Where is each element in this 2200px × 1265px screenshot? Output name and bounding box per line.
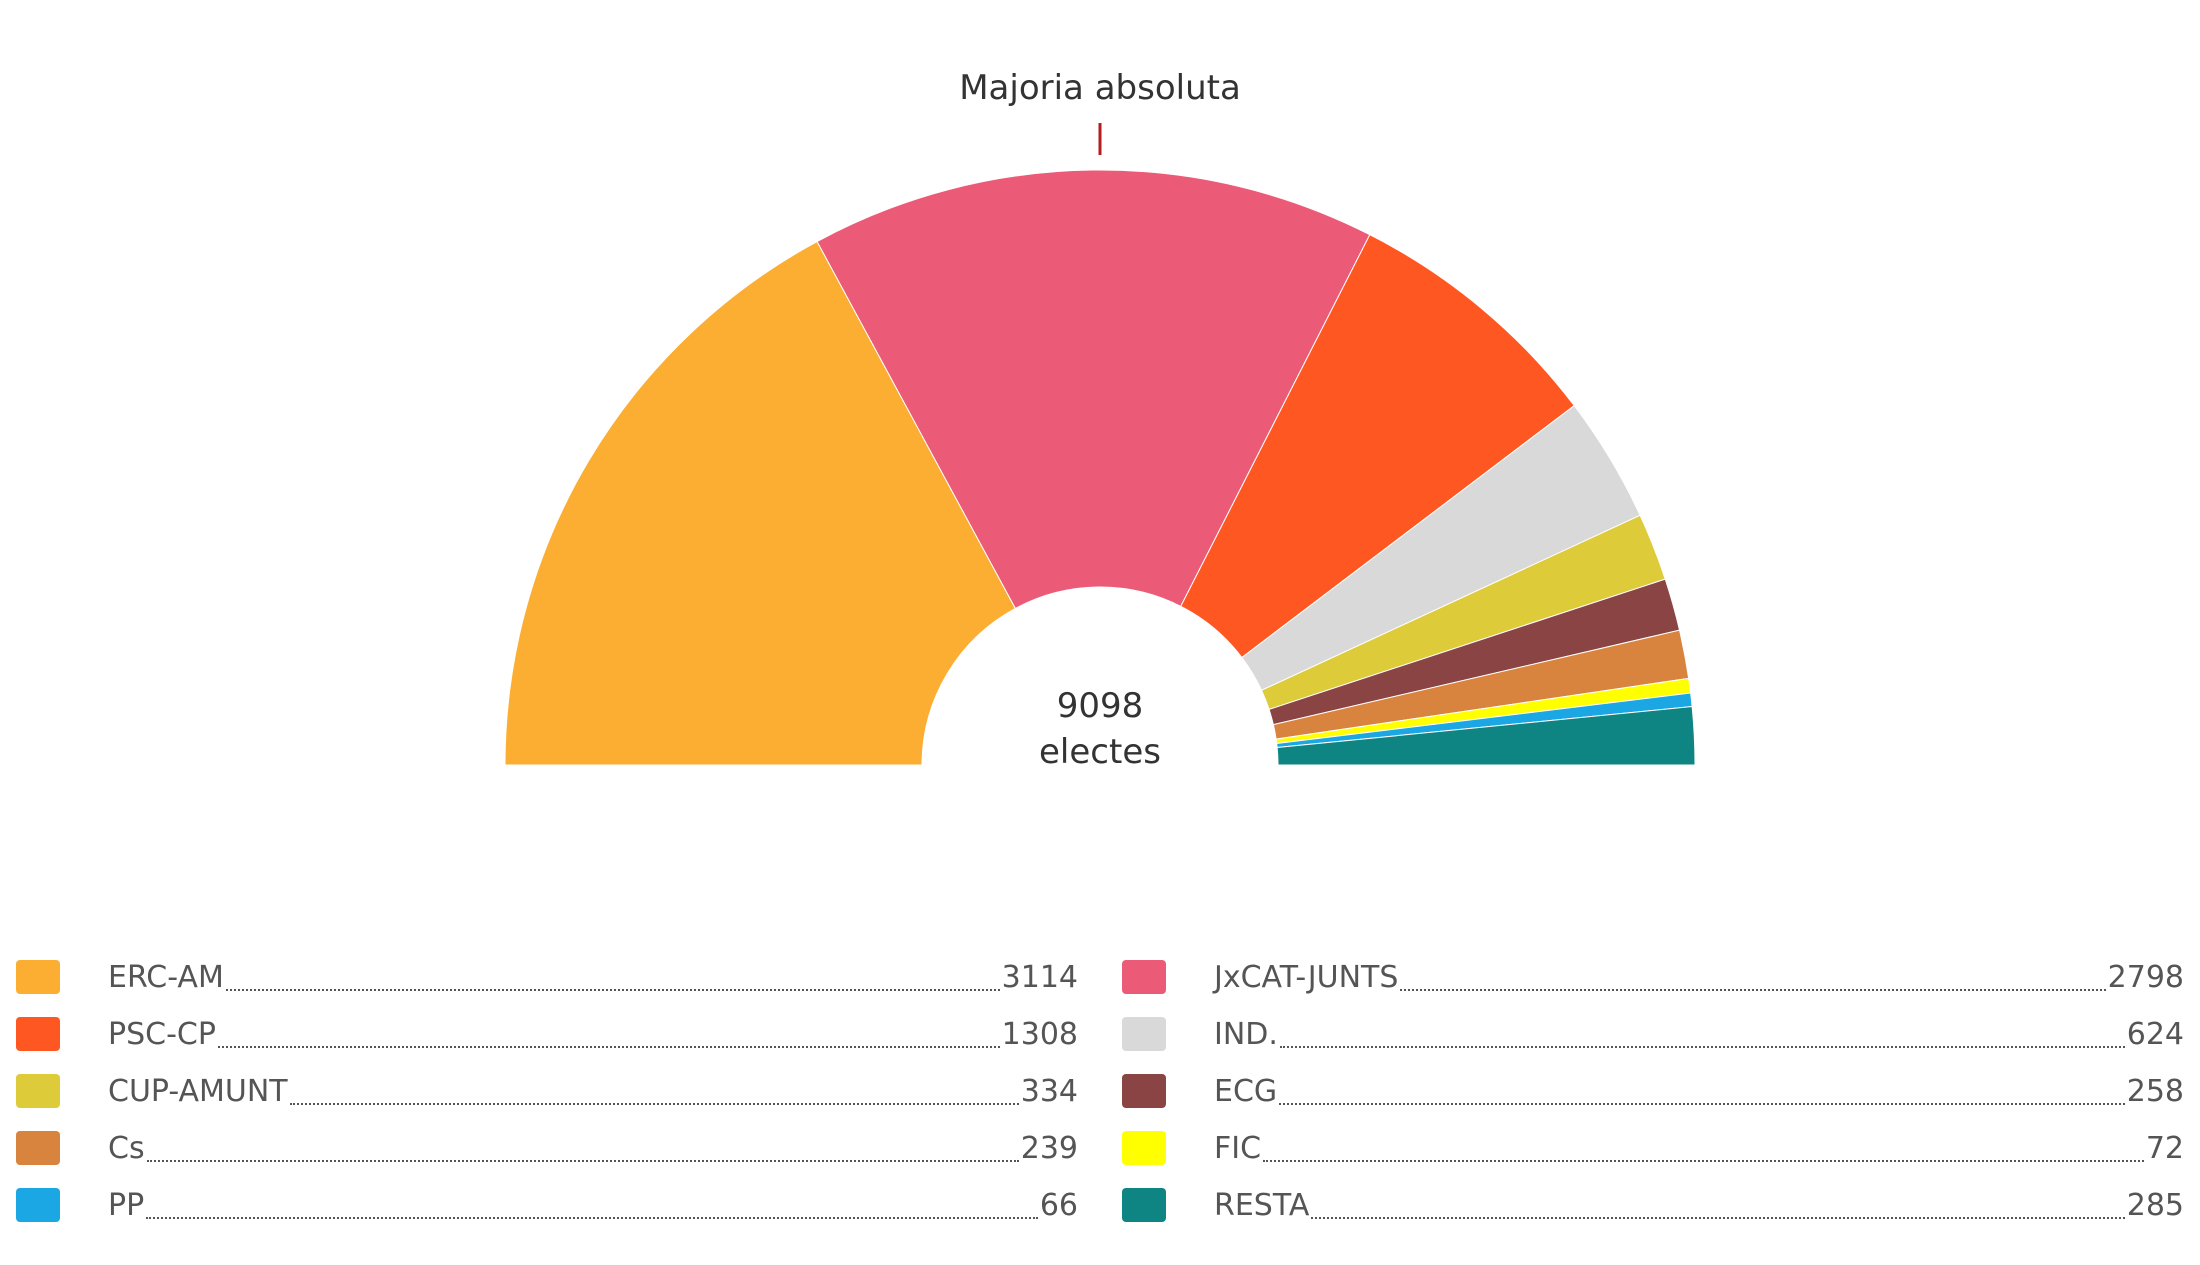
- legend-leader-dots: [146, 1160, 1019, 1162]
- legend-label: IND.: [1214, 1016, 1278, 1052]
- legend-item-ind: IND. 624: [1122, 1012, 2184, 1056]
- legend-swatch: [16, 960, 60, 994]
- legend-swatch: [16, 1188, 60, 1222]
- legend-item-fic: FIC 72: [1122, 1126, 2184, 1170]
- legend-swatch: [1122, 960, 1166, 994]
- semicircle-chart: Majoria absoluta 9098 electes: [504, 68, 1696, 772]
- legend-swatch: [1122, 1131, 1166, 1165]
- legend-item-jxcat-junts: JxCAT-JUNTS 2798: [1122, 955, 2184, 999]
- legend-label: FIC: [1214, 1130, 1262, 1166]
- center-total-label: electes: [1039, 732, 1161, 772]
- legend-item-ecg: ECG 258: [1122, 1069, 2184, 1113]
- legend-value: 258: [2126, 1073, 2184, 1109]
- legend-leader-dots: [1279, 1046, 2125, 1048]
- legend-item-resta: RESTA 285: [1122, 1183, 2184, 1227]
- legend-leader-dots: [217, 1046, 1000, 1048]
- legend-label: ECG: [1214, 1073, 1278, 1109]
- legend-leader-dots: [1263, 1160, 2144, 1162]
- legend-swatch: [16, 1017, 60, 1051]
- legend-label: ERC-AM: [108, 959, 224, 995]
- legend-label: CUP-AMUNT: [108, 1073, 288, 1109]
- legend: ERC-AM 3114 PSC-CP 1308 CUP-AMUNT 334 Cs 239 PP 6…: [0, 955, 2200, 1255]
- legend-swatch: [1122, 1074, 1166, 1108]
- legend-label: RESTA: [1214, 1187, 1310, 1223]
- legend-item-erc-am: ERC-AM 3114: [16, 955, 1078, 999]
- legend-value: 334: [1020, 1073, 1078, 1109]
- slice-jxcat-junts: [816, 169, 1371, 610]
- legend-value: 2798: [2107, 959, 2184, 995]
- legend-leader-dots: [289, 1103, 1019, 1105]
- legend-label: PSC-CP: [108, 1016, 216, 1052]
- slice-psc-cp: [1180, 234, 1575, 659]
- legend-label: PP: [108, 1187, 145, 1223]
- legend-item-pp: PP 66: [16, 1183, 1078, 1227]
- legend-leader-dots: [225, 989, 1000, 991]
- legend-item-cup-amunt: CUP-AMUNT 334: [16, 1069, 1078, 1113]
- legend-item-cs: Cs 239: [16, 1126, 1078, 1170]
- legend-value: 3114: [1001, 959, 1078, 995]
- legend-swatch: [16, 1074, 60, 1108]
- legend-leader-dots: [1400, 989, 2106, 991]
- legend-label: Cs: [108, 1130, 145, 1166]
- legend-swatch: [1122, 1017, 1166, 1051]
- legend-item-psc-cp: PSC-CP 1308: [16, 1012, 1078, 1056]
- legend-value: 66: [1039, 1187, 1078, 1223]
- legend-value: 624: [2126, 1016, 2184, 1052]
- legend-value: 1308: [1001, 1016, 1078, 1052]
- chart-slices: [504, 169, 1696, 766]
- legend-value: 72: [2145, 1130, 2184, 1166]
- majority-label: Majoria absoluta: [959, 68, 1241, 108]
- center-total-value: 9098: [1057, 686, 1144, 726]
- legend-leader-dots: [1279, 1103, 2125, 1105]
- legend-swatch: [1122, 1188, 1166, 1222]
- legend-swatch: [16, 1131, 60, 1165]
- legend-leader-dots: [146, 1217, 1038, 1219]
- slice-resta: [1276, 705, 1696, 766]
- legend-label: JxCAT-JUNTS: [1214, 959, 1399, 995]
- legend-value: 239: [1020, 1130, 1078, 1166]
- legend-leader-dots: [1311, 1217, 2125, 1219]
- legend-value: 285: [2126, 1187, 2184, 1223]
